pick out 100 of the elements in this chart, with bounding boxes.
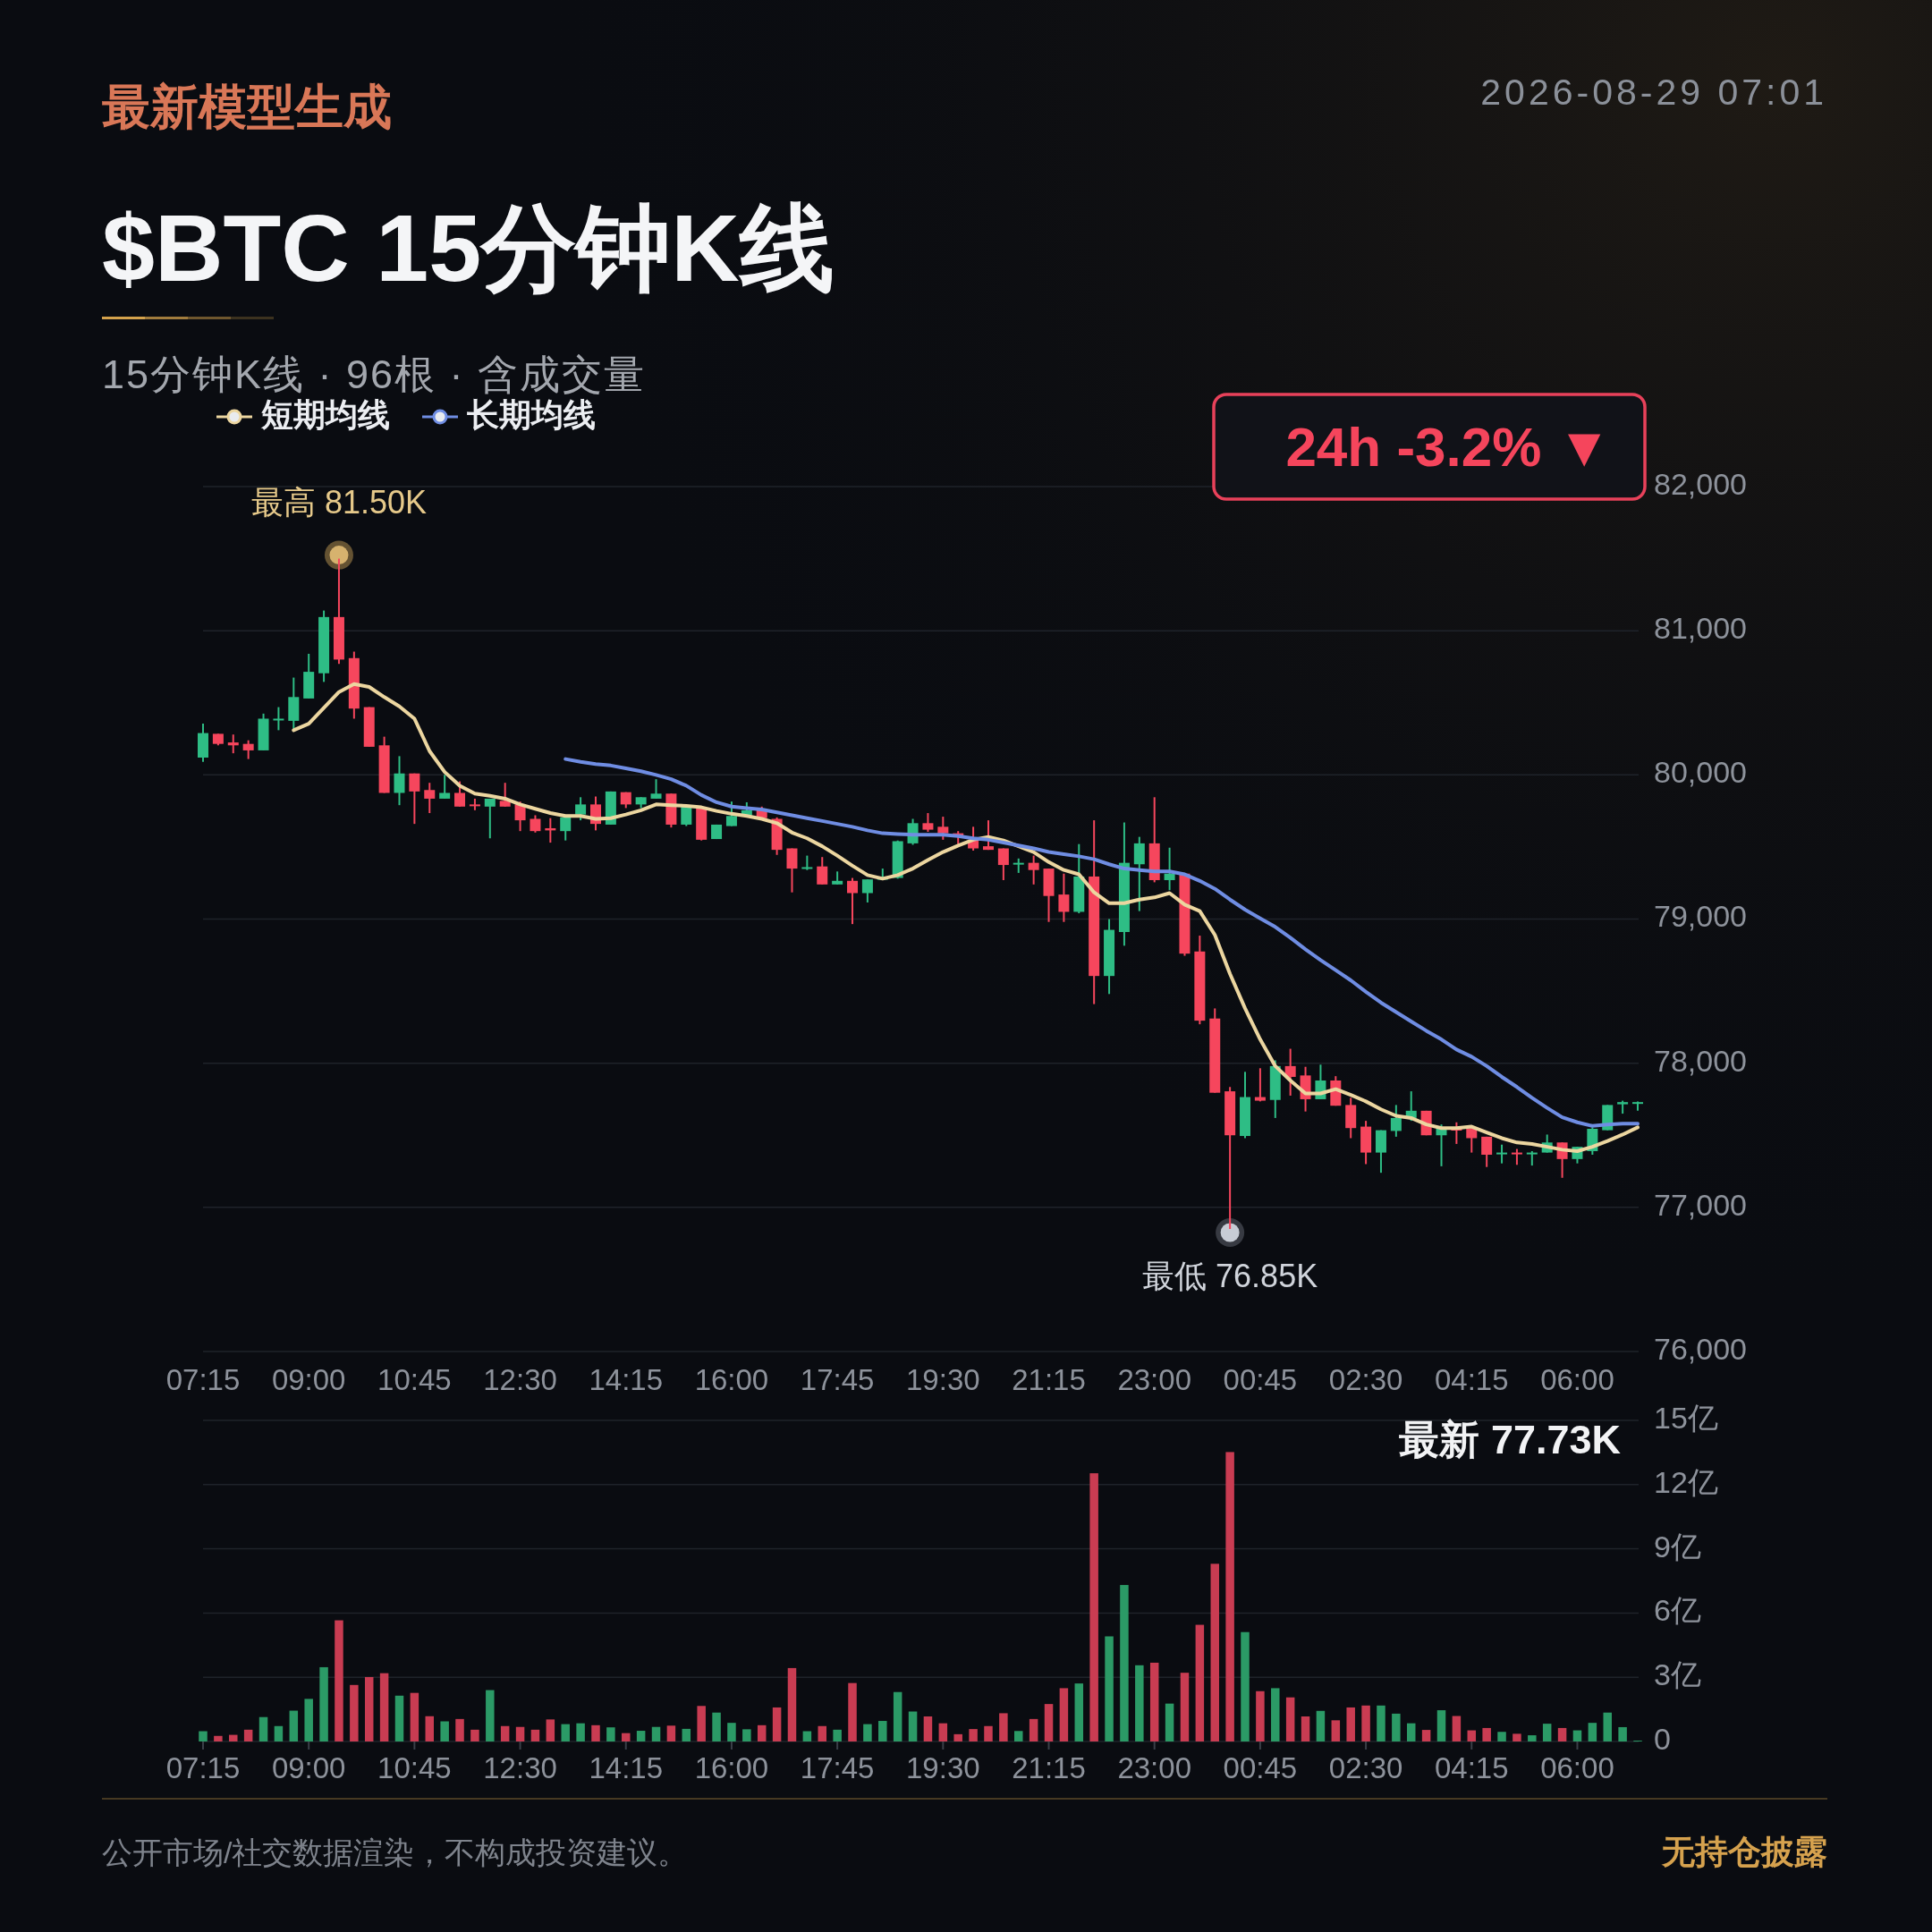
bar bbox=[319, 1666, 328, 1741]
x-tick-label: 10:45 bbox=[377, 1750, 452, 1784]
bar bbox=[802, 1731, 812, 1741]
x-tick-label: 19:30 bbox=[906, 1362, 980, 1396]
bar bbox=[258, 1716, 268, 1741]
x-tick-label: 00:45 bbox=[1223, 1362, 1298, 1396]
x-tick-label: 07:15 bbox=[165, 1750, 241, 1784]
bar bbox=[863, 1724, 872, 1741]
legend-label: 长期均线 bbox=[467, 395, 596, 433]
bar bbox=[1603, 1712, 1612, 1741]
bar bbox=[1557, 1727, 1567, 1741]
y-tick-label: 12亿 bbox=[1654, 1464, 1718, 1499]
annotation: 最新 77.73K bbox=[1399, 1417, 1622, 1462]
bar bbox=[953, 1733, 962, 1741]
x-tick-label: 10:45 bbox=[377, 1362, 452, 1396]
bar bbox=[1195, 1624, 1205, 1741]
bar bbox=[818, 1725, 826, 1741]
bar bbox=[364, 1676, 374, 1741]
x-tick-label: 21:15 bbox=[1012, 1362, 1086, 1396]
bar bbox=[561, 1724, 570, 1741]
y-tick-label: 3亿 bbox=[1654, 1657, 1701, 1692]
bar bbox=[666, 1725, 676, 1741]
bar bbox=[742, 1729, 751, 1741]
bar bbox=[984, 1725, 993, 1741]
bar bbox=[1044, 1704, 1054, 1741]
y-tick-label: 9亿 bbox=[1654, 1529, 1701, 1563]
bar bbox=[697, 1706, 706, 1741]
bar bbox=[335, 1620, 343, 1741]
bar bbox=[591, 1724, 600, 1741]
text: 24h -3.2% ▼ bbox=[1285, 416, 1612, 478]
bar bbox=[1074, 1683, 1084, 1741]
bar bbox=[1089, 1473, 1098, 1742]
bar bbox=[1482, 1727, 1491, 1741]
bar bbox=[1210, 1563, 1219, 1741]
text: 公开市场/社交数据渲染，不构成投资建议。 bbox=[102, 1835, 689, 1869]
bar bbox=[546, 1719, 555, 1741]
y-tick-label: 79,000 bbox=[1654, 899, 1747, 934]
y-tick-label: 82,000 bbox=[1654, 466, 1747, 501]
bar bbox=[878, 1721, 887, 1741]
bar bbox=[651, 1726, 661, 1741]
bar bbox=[1406, 1723, 1416, 1741]
x-tick-label: 17:45 bbox=[800, 1362, 875, 1396]
x-tick-label: 04:15 bbox=[1434, 1362, 1509, 1396]
y-tick-label: 6亿 bbox=[1654, 1593, 1701, 1628]
line-series bbox=[564, 757, 1640, 1128]
bar bbox=[772, 1707, 782, 1741]
y-tick-label: 81,000 bbox=[1654, 611, 1747, 646]
bar bbox=[636, 1731, 646, 1741]
bar bbox=[938, 1723, 948, 1741]
text: 无持仓披露 bbox=[1661, 1834, 1827, 1870]
bar bbox=[1149, 1662, 1159, 1741]
x-tick-label: 12:30 bbox=[483, 1750, 557, 1784]
bar bbox=[1421, 1730, 1431, 1741]
x-tick-label: 06:00 bbox=[1540, 1750, 1614, 1784]
x-tick-label: 23:00 bbox=[1117, 1750, 1191, 1784]
bar bbox=[1467, 1730, 1477, 1741]
bar bbox=[606, 1727, 615, 1741]
bar bbox=[712, 1712, 721, 1741]
bar bbox=[455, 1718, 464, 1741]
bar bbox=[1528, 1735, 1537, 1741]
bar bbox=[1361, 1705, 1370, 1741]
bar bbox=[1331, 1720, 1341, 1741]
x-tick-label: 16:00 bbox=[694, 1362, 769, 1396]
bar bbox=[229, 1734, 238, 1741]
bar bbox=[243, 1729, 253, 1741]
bar bbox=[969, 1729, 978, 1741]
bar bbox=[1241, 1631, 1250, 1741]
legend-item: 短期均线 bbox=[216, 395, 390, 433]
bar bbox=[214, 1735, 223, 1741]
bar bbox=[757, 1724, 767, 1741]
x-tick-label: 06:00 bbox=[1540, 1362, 1614, 1396]
x-tick-label: 12:30 bbox=[483, 1362, 557, 1396]
y-tick-label: 77,000 bbox=[1654, 1187, 1747, 1222]
bar bbox=[1105, 1636, 1114, 1741]
annotation: 最高 81.50K bbox=[250, 484, 428, 521]
bar bbox=[1014, 1731, 1023, 1741]
legend-item: 长期均线 bbox=[422, 395, 596, 433]
bar bbox=[1436, 1710, 1446, 1741]
x-tick-label: 19:30 bbox=[906, 1750, 980, 1784]
bar bbox=[833, 1729, 842, 1741]
bar bbox=[530, 1729, 540, 1741]
bar bbox=[470, 1729, 479, 1741]
x-tick-label: 02:30 bbox=[1328, 1750, 1403, 1784]
bar bbox=[576, 1723, 585, 1741]
bar bbox=[486, 1690, 495, 1741]
y-tick-label: 80,000 bbox=[1654, 755, 1747, 790]
bar bbox=[1135, 1665, 1144, 1741]
x-tick-label: 00:45 bbox=[1223, 1750, 1298, 1784]
y-tick-label: 0 bbox=[1654, 1721, 1671, 1756]
bar bbox=[1513, 1733, 1521, 1741]
bar bbox=[199, 1731, 208, 1741]
x-tick-label: 17:45 bbox=[800, 1750, 875, 1784]
bar bbox=[289, 1710, 299, 1741]
bar bbox=[1271, 1688, 1280, 1741]
bar bbox=[1542, 1724, 1552, 1741]
bar bbox=[848, 1682, 857, 1741]
bar bbox=[1346, 1707, 1355, 1741]
bar bbox=[1029, 1718, 1038, 1741]
y-tick-label: 78,000 bbox=[1654, 1043, 1747, 1078]
bar bbox=[1316, 1710, 1326, 1741]
